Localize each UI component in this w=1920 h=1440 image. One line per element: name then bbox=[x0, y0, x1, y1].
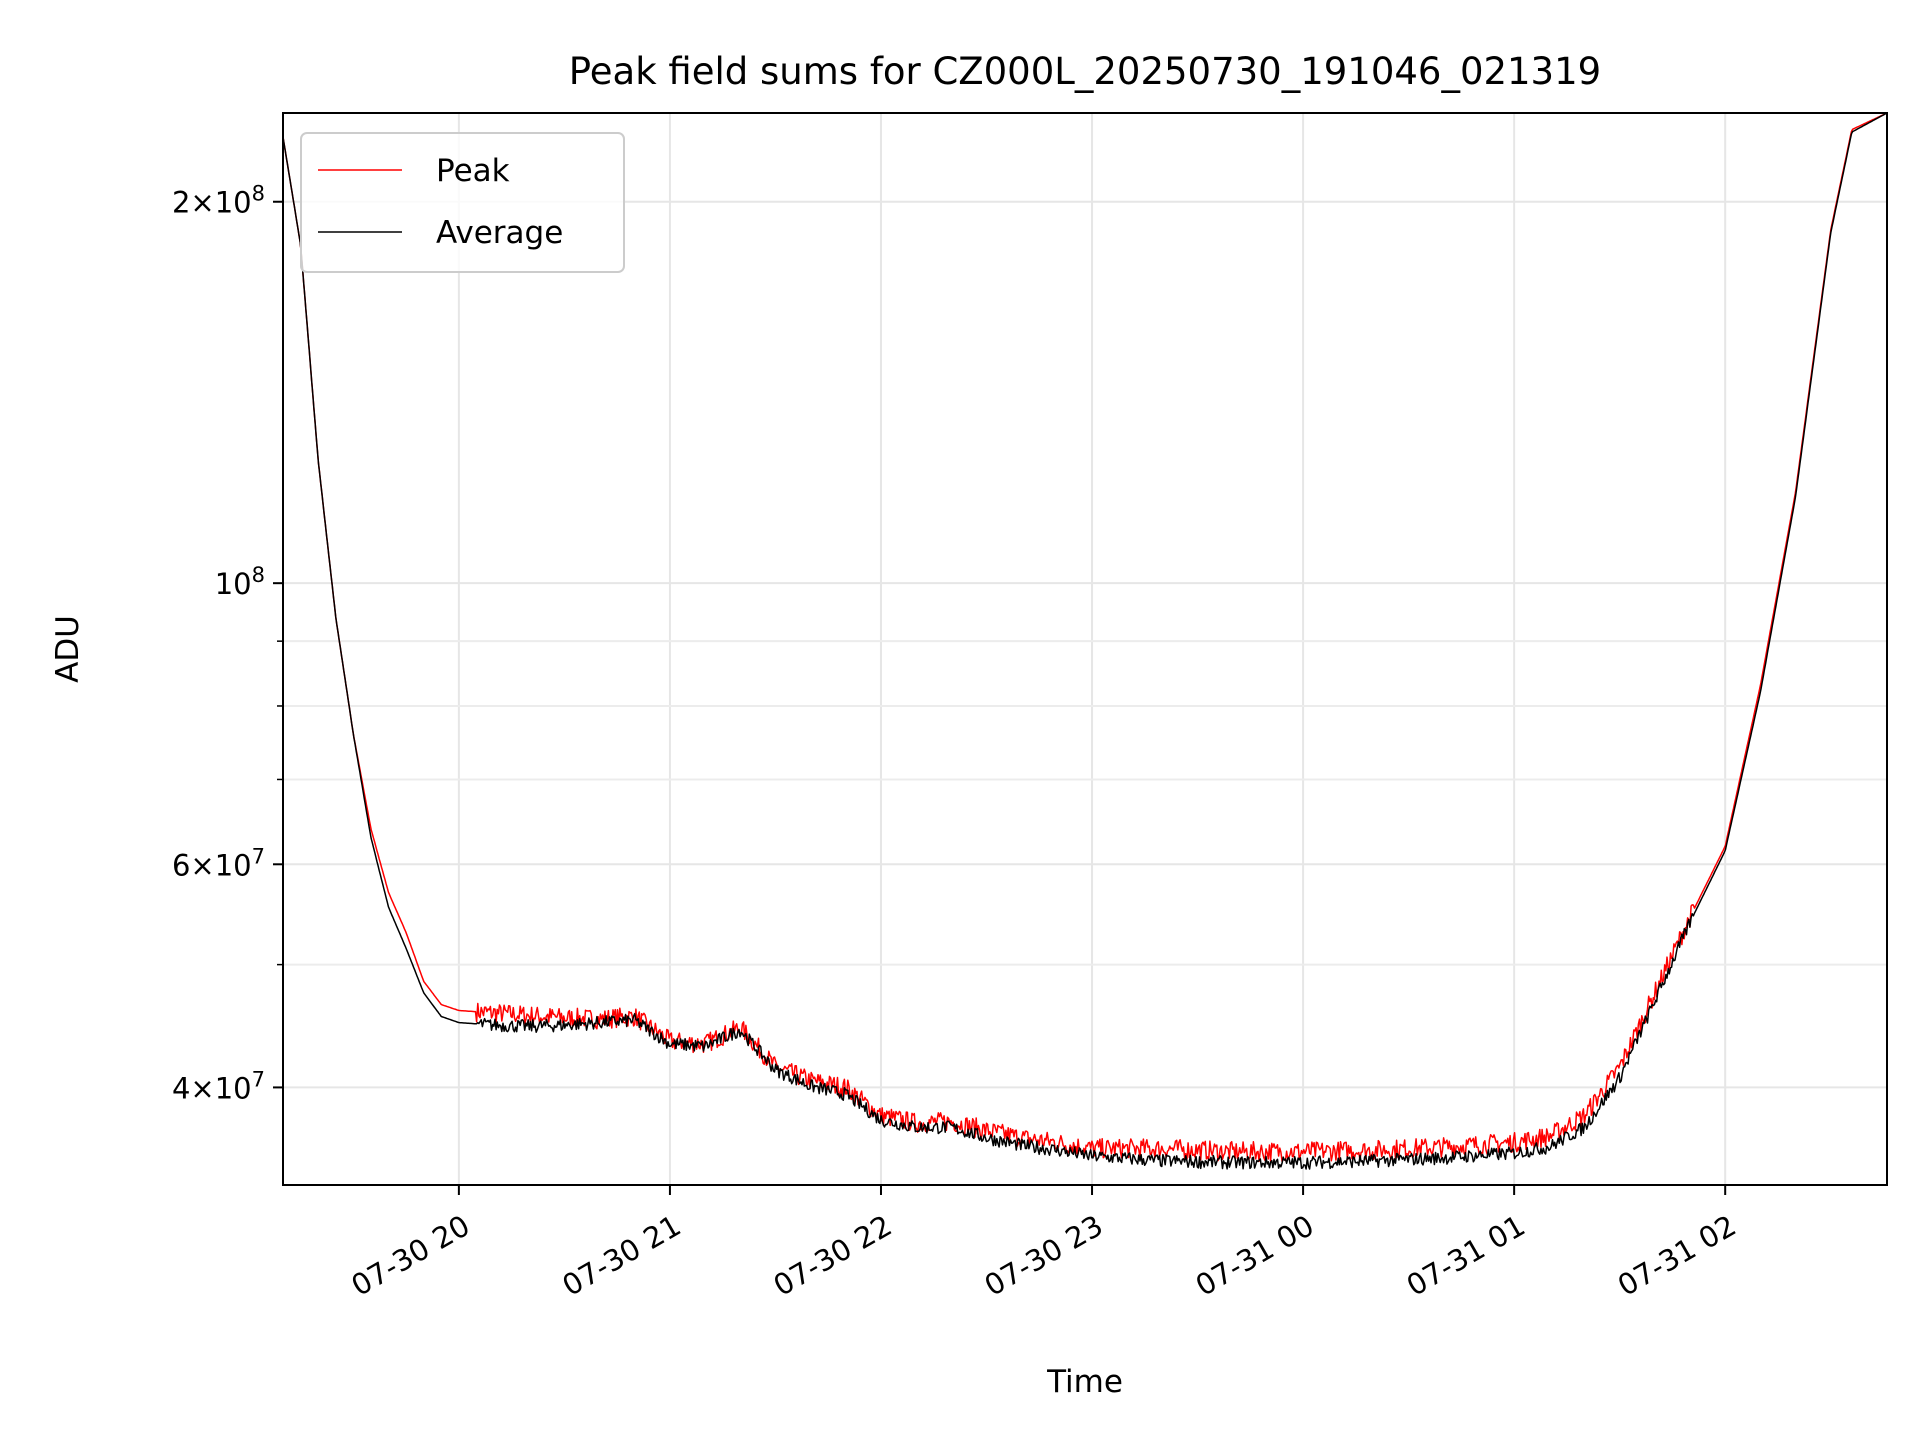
grid bbox=[283, 113, 1887, 1185]
y-tick-label: 6×107 bbox=[172, 844, 265, 882]
y-tick-label: 108 bbox=[215, 563, 265, 601]
x-axis-label: Time bbox=[1046, 1364, 1123, 1400]
series-line-average bbox=[282, 112, 1888, 1170]
legend-box bbox=[300, 132, 625, 273]
series-lines bbox=[282, 112, 1888, 1170]
chart-title: Peak field sums for CZ000L_20250730_1910… bbox=[569, 50, 1601, 93]
legend-label-peak: Peak bbox=[436, 153, 510, 189]
axes-frame bbox=[282, 112, 1888, 1186]
y-axis-label: ADU bbox=[50, 615, 86, 683]
y-tick-label: 4×107 bbox=[172, 1067, 265, 1105]
legend: Peak Average bbox=[300, 132, 625, 273]
y-tick-label: 2×108 bbox=[172, 182, 265, 220]
legend-label-average: Average bbox=[436, 215, 563, 251]
